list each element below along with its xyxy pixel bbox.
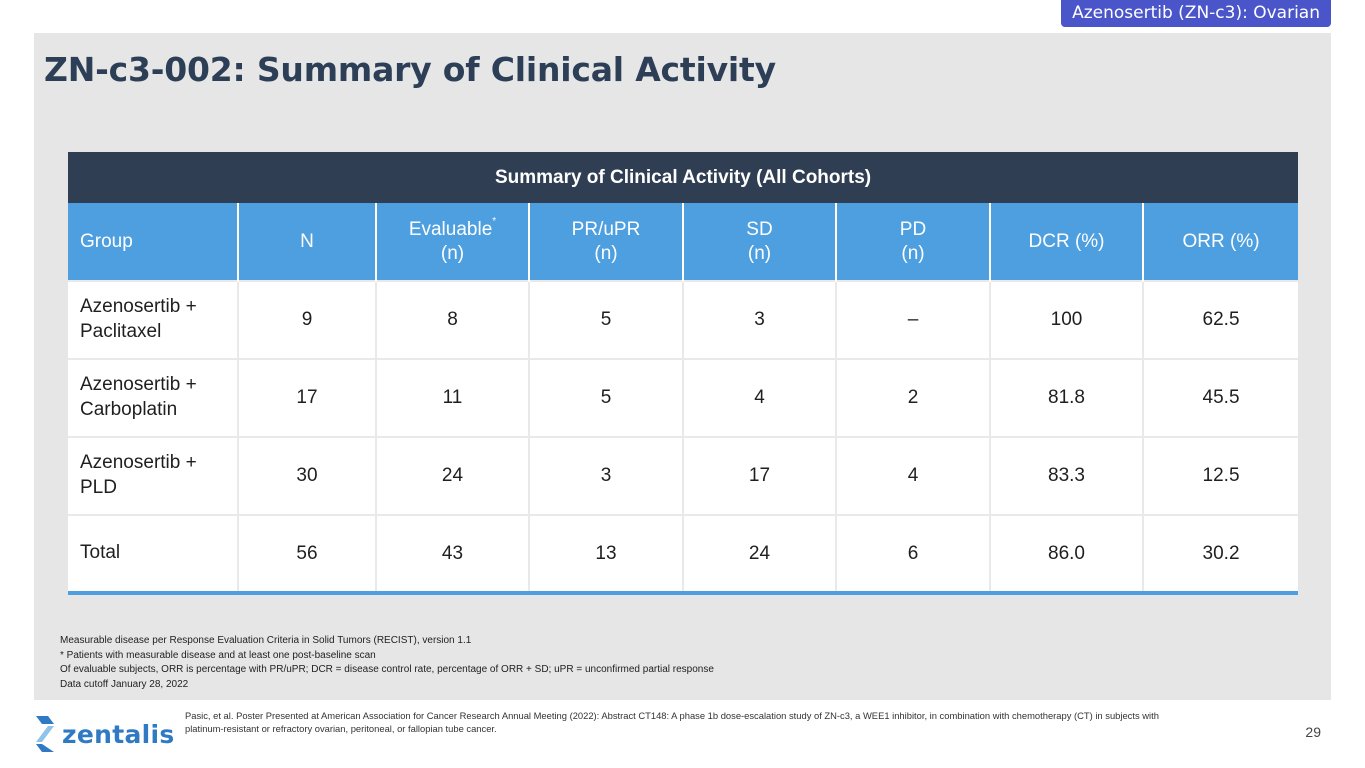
cell-n: 56 [237,514,376,595]
cell-group: Total [68,514,238,595]
cell-sd: 3 [682,280,836,359]
cell-n: 9 [237,280,376,359]
footnotes: Measurable disease per Response Evaluati… [60,634,714,692]
col-header-sd: SD (n) [682,203,836,281]
cell-pr-upr: 13 [528,514,683,595]
cell-sd: 17 [682,436,836,515]
col-header-evaluable: Evaluable* (n) [375,203,529,281]
page-number: 29 [1305,724,1321,740]
footnote-data-cutoff: Data cutoff January 28, 2022 [60,678,189,690]
col-header-n: N [237,203,376,281]
cell-group: Azenosertib + Paclitaxel [68,280,238,359]
cell-pd: – [835,280,990,359]
cell-orr: 45.5 [1141,358,1299,437]
cell-evaluable: 43 [375,514,529,595]
cell-evaluable: 11 [375,358,529,437]
cell-pd: 2 [835,358,990,437]
cell-orr: 30.2 [1141,514,1299,595]
cell-dcr: 86.0 [989,514,1143,595]
col-header-orr: ORR (%) [1141,203,1299,281]
footnote-evaluable: * Patients with measurable disease and a… [60,649,376,661]
cell-evaluable: 24 [375,436,529,515]
zentalis-logo: zentalis [34,716,175,752]
cell-pd: 6 [835,514,990,595]
col-header-pr-upr: PR/uPR (n) [528,203,683,281]
cell-n: 17 [237,358,376,437]
cell-dcr: 100 [989,280,1143,359]
cell-group: Azenosertib + Carboplatin [68,358,238,437]
footnote-definitions: Of evaluable subjects, ORR is percentage… [60,664,714,676]
table-caption: Summary of Clinical Activity (All Cohort… [68,152,1299,203]
cell-orr: 62.5 [1141,280,1299,359]
cell-sd: 24 [682,514,836,595]
table-row: Azenosertib + Paclitaxel 9 8 5 3 – 100 62… [68,280,1299,359]
cell-pr-upr: 3 [528,436,683,515]
cell-sd: 4 [682,358,836,437]
cell-group: Azenosertib + PLD [68,436,238,515]
footnote-marker: * [492,215,497,227]
table-row: Azenosertib + PLD 30 24 3 17 4 83.3 12.5 [68,436,1299,515]
reference-citation: Pasic, et al. Poster Presented at Americ… [185,710,1159,734]
section-tag: Azenosertib (ZN-c3): Ovarian [1061,0,1331,27]
slide-title: ZN-c3-002: Summary of Clinical Activity [44,50,776,89]
cell-pd: 4 [835,436,990,515]
table-row: Azenosertib + Carboplatin 17 11 5 4 2 81.… [68,358,1299,437]
zentalis-z-icon [36,716,54,752]
table-row-total: Total 56 43 13 24 6 86.0 30.2 [68,514,1299,595]
cell-dcr: 83.3 [989,436,1143,515]
table-header-row: Group N Evaluable* (n) PR/uPR (n) SD (n) PD… [68,203,1299,281]
cell-evaluable: 8 [375,280,529,359]
zentalis-wordmark: zentalis [62,719,175,749]
col-header-pd: PD (n) [835,203,990,281]
col-header-group: Group [68,203,238,281]
cell-pr-upr: 5 [528,280,683,359]
cell-dcr: 81.8 [989,358,1143,437]
cell-orr: 12.5 [1141,436,1299,515]
col-header-dcr: DCR (%) [989,203,1143,281]
footnote-recist: Measurable disease per Response Evaluati… [60,635,472,646]
cell-pr-upr: 5 [528,358,683,437]
clinical-activity-table: Summary of Clinical Activity (All Cohort… [68,152,1299,595]
cell-n: 30 [237,436,376,515]
